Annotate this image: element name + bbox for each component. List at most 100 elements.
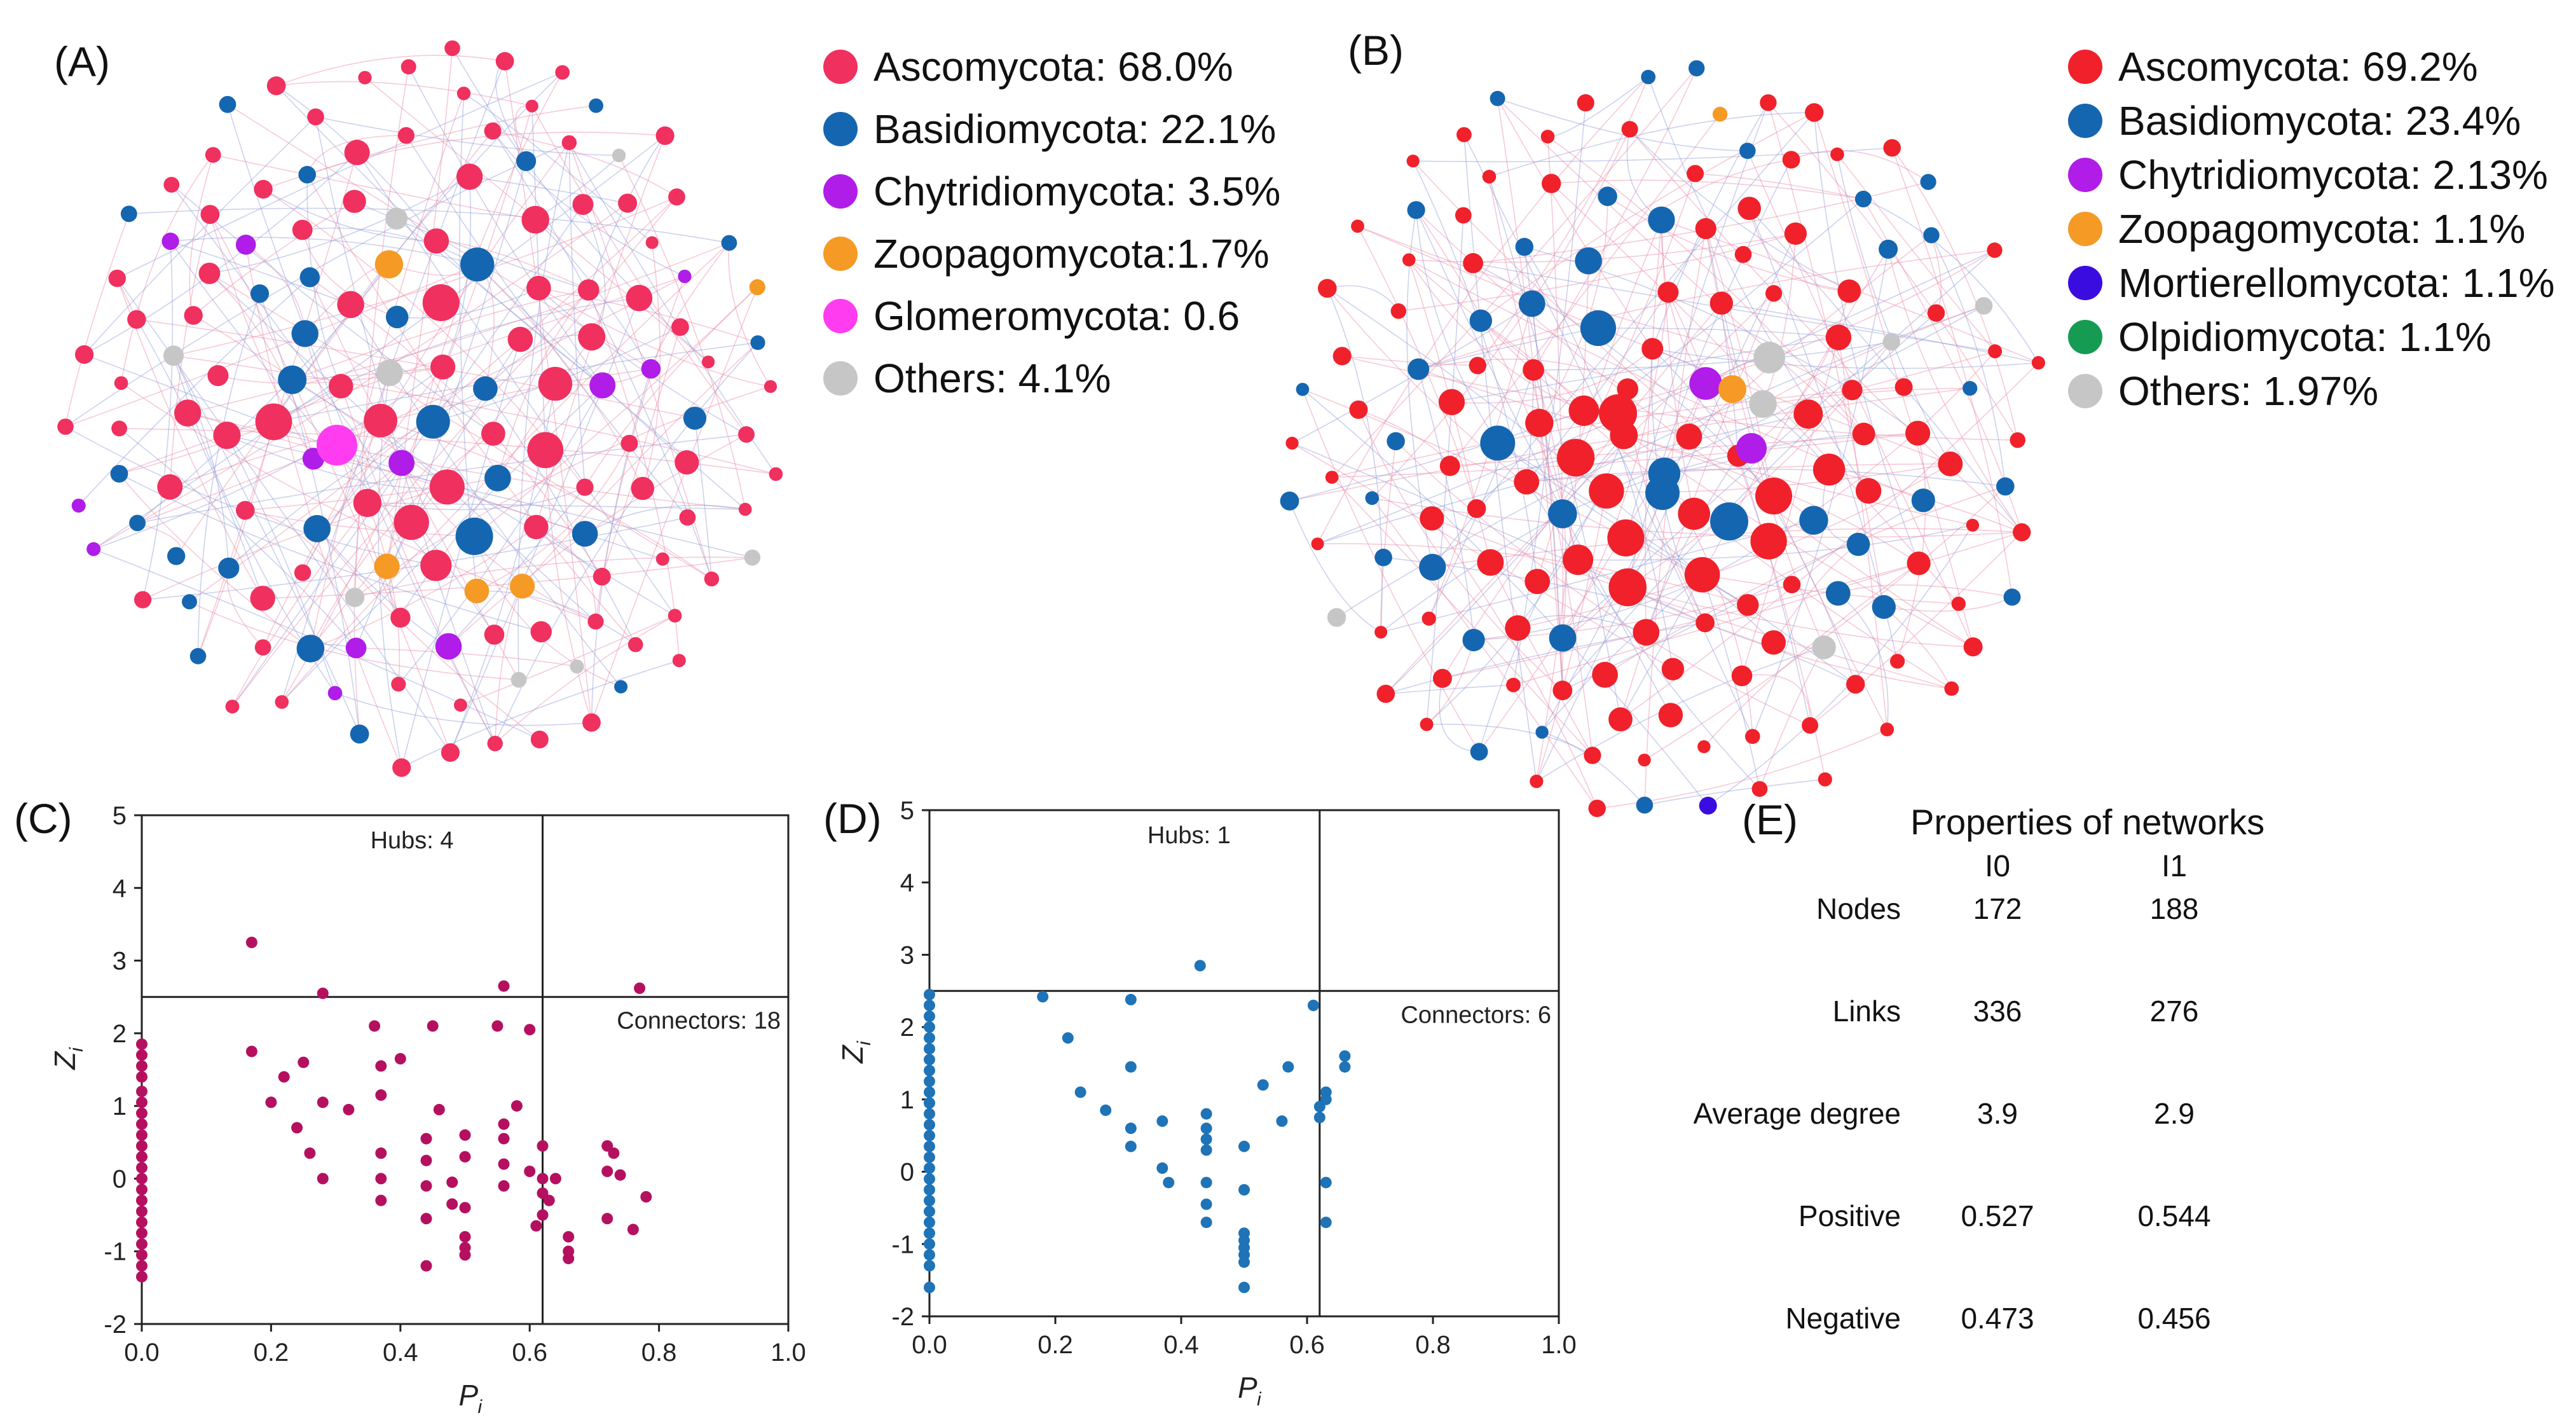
network-node: [1621, 121, 1638, 138]
network-edge: [128, 207, 730, 244]
network-edge: [1406, 210, 1434, 568]
network-edge: [1418, 358, 1628, 390]
network-edge: [1695, 173, 1864, 200]
scatter-point: [924, 1195, 935, 1207]
network-node: [1327, 608, 1346, 627]
network-edge: [584, 287, 758, 488]
network-node: [298, 165, 317, 184]
scatter-point: [510, 1100, 523, 1112]
network-node: [675, 450, 699, 475]
network-edge: [1413, 147, 1893, 163]
network-node: [1963, 637, 1983, 657]
network-node: [454, 698, 467, 712]
network-node: [764, 380, 778, 393]
network-edge: [310, 93, 465, 649]
scatter-point: [375, 1173, 387, 1185]
network-node: [1648, 206, 1675, 234]
network-edge: [209, 214, 314, 459]
network-node: [525, 99, 538, 113]
network-node: [296, 635, 325, 663]
network-node: [1420, 506, 1444, 531]
network-node: [2013, 523, 2031, 542]
network-node: [1894, 378, 1913, 396]
network-edge: [1526, 463, 1950, 483]
network-node: [1749, 390, 1777, 418]
network-edge: [84, 152, 358, 355]
network-edge: [1749, 208, 2022, 533]
network-node: [1676, 424, 1702, 450]
network-edge: [78, 277, 310, 506]
network-node: [1470, 743, 1488, 761]
network-node: [1549, 624, 1577, 652]
network-edge: [1598, 327, 1839, 338]
network-edge: [189, 155, 214, 316]
network-node: [1923, 227, 1940, 244]
network-edge: [1721, 303, 1773, 496]
legend-swatch: [2068, 212, 2102, 246]
network-edge: [1302, 389, 1709, 806]
legend-swatch: [2068, 320, 2102, 354]
network-edge: [1331, 476, 1593, 756]
network-edge: [189, 196, 678, 602]
network-node: [530, 621, 552, 643]
network-edge: [1533, 369, 1567, 638]
network-node: [329, 374, 353, 399]
scatter-point: [1238, 1184, 1250, 1196]
network-node: [163, 345, 184, 366]
network-edge: [1497, 98, 1563, 691]
network-node: [744, 549, 761, 566]
network-node: [1938, 452, 1963, 476]
hubs-count-label: Hubs: 1: [1148, 822, 1231, 849]
network-edge: [292, 379, 676, 616]
network-node: [1944, 681, 1959, 696]
scatter-point: [1125, 993, 1137, 1005]
network-edge: [408, 66, 603, 386]
network-edge: [460, 615, 675, 706]
network-edge: [118, 473, 311, 649]
network-edge: [209, 273, 314, 459]
network-node: [235, 235, 256, 255]
scatter-point: [1320, 1176, 1332, 1189]
y-tick-label: 4: [900, 869, 914, 897]
network-edge: [1526, 468, 2006, 487]
network-node: [612, 148, 626, 163]
network-node: [1469, 357, 1486, 375]
network-node: [344, 139, 370, 165]
network-edge: [93, 366, 444, 550]
network-node: [423, 228, 449, 254]
scatter-point: [924, 1010, 935, 1023]
network-node: [114, 376, 128, 390]
network-b-nodes: [1280, 60, 2045, 817]
network-edge: [1439, 678, 1479, 752]
network-node: [435, 633, 462, 660]
network-edge: [1331, 67, 1697, 478]
network-edge: [226, 434, 448, 489]
network-edge: [1762, 233, 1797, 404]
x-tick-label: 0.2: [1038, 1331, 1073, 1359]
legend-label: Glomeromycota: 0.6: [874, 293, 1240, 339]
network-node: [429, 469, 465, 505]
scatter-point: [924, 1260, 935, 1272]
scatter-point: [1125, 1140, 1137, 1152]
network-edge: [1629, 128, 2022, 533]
network-edge: [231, 289, 589, 707]
network-node: [1907, 551, 1931, 576]
network-node: [655, 552, 669, 566]
network-node: [391, 677, 406, 692]
scatter-point: [317, 1096, 329, 1108]
network-node: [374, 250, 404, 279]
scatter-point: [924, 1151, 935, 1163]
network-edge: [588, 135, 666, 291]
network-node: [219, 95, 236, 113]
network-node: [1890, 654, 1905, 669]
scatter-point: [924, 1054, 935, 1066]
network-edge: [142, 241, 174, 600]
network-node: [526, 275, 551, 301]
network-node: [1552, 680, 1573, 701]
network-edge: [469, 176, 628, 204]
network-edge: [93, 202, 628, 550]
scatter-point: [1037, 991, 1049, 1003]
network-edge: [310, 527, 537, 649]
network-node: [182, 594, 197, 610]
network-edge: [1497, 98, 1748, 151]
